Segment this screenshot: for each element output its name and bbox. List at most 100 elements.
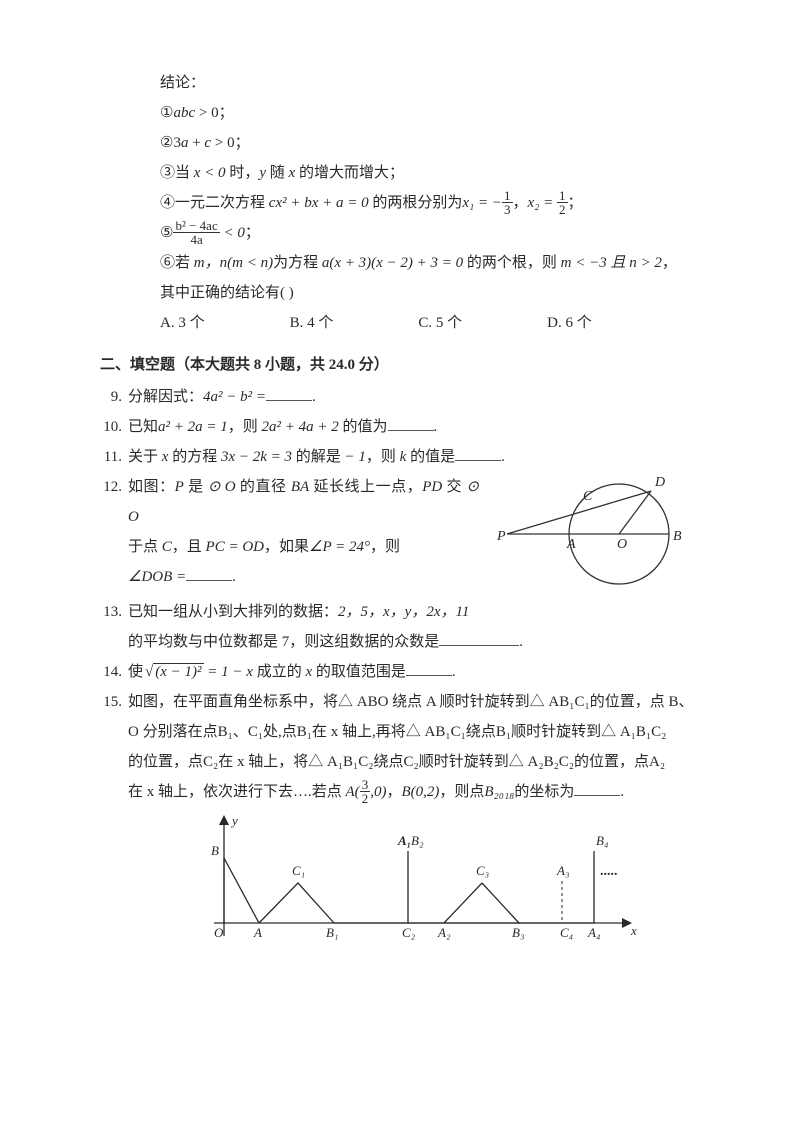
- q13-text: 已知一组从小到大排列的数据：2，5，x，y，2x，11 的平均数与中位数都是 7…: [128, 597, 694, 657]
- svg-text:D: D: [654, 475, 665, 490]
- svg-text:B: B: [673, 529, 682, 544]
- expr: 4a² − b² =: [203, 389, 266, 405]
- op: >: [215, 135, 223, 151]
- q14-text: 使(x − 1)² = 1 − x 成立的 x 的取值范围是.: [128, 657, 694, 687]
- g: 的增大而增大；: [295, 165, 404, 181]
- label: ②: [160, 135, 173, 151]
- blank[interactable]: [266, 387, 312, 402]
- q9-num: 9.: [90, 382, 128, 412]
- op: >: [199, 105, 207, 121]
- q15-num: 15.: [90, 687, 128, 717]
- q13: 13. 已知一组从小到大排列的数据：2，5，x，y，2x，11 的平均数与中位数…: [90, 597, 694, 657]
- svg-text:A: A: [566, 537, 576, 552]
- q8-stmt-3: ③当 x < 0 时，y 随 x 的增大而增大；: [160, 158, 694, 188]
- q10-text: 已知a² + 2a = 1，则 2a² + 4a + 2 的值为.: [128, 412, 694, 442]
- q15-text: 如图，在平面直角坐标系中，将△ ABO 绕点 A 顺时针旋转到△ AB₁C₁的位…: [128, 687, 694, 962]
- rhs: 0: [237, 225, 245, 241]
- q8-block: 结论： ①abc > 0； ②3a + c > 0； ③当 x < 0 时，y …: [100, 68, 694, 338]
- option-a[interactable]: A. 3 个: [160, 308, 205, 338]
- q8-intro: 结论：: [160, 68, 694, 98]
- mn: m，n(m < n): [194, 255, 273, 271]
- q15-diagram-container: .....yxOBAC₁B₁A₁B₂C₂A₂C₃B₃A₃B₄C₄A₄: [128, 811, 694, 962]
- circle-diagram: PAOBCD: [489, 472, 694, 597]
- q10: 10. 已知a² + 2a = 1，则 2a² + 4a + 2 的值为.: [90, 412, 694, 442]
- section-2-header: 二、填空题（本大题共 8 小题，共 24.0 分）: [100, 338, 694, 382]
- frac-1-2: 12: [557, 189, 568, 216]
- a: 一元二次方程: [175, 195, 269, 211]
- c: 时，: [226, 165, 260, 181]
- svg-text:O: O: [617, 537, 627, 552]
- q9-text: 分解因式：4a² − b² =.: [128, 382, 694, 412]
- a: 若: [175, 255, 194, 271]
- svg-text:A₄: A₄: [587, 925, 601, 940]
- tail: ，: [662, 255, 677, 271]
- sqrt: (x − 1)²: [143, 657, 204, 687]
- expr: a: [181, 135, 189, 151]
- e: 随: [266, 165, 289, 181]
- svg-text:C₁: C₁: [292, 863, 305, 878]
- blank[interactable]: [406, 662, 452, 677]
- cond: m < −3 且 n > 2: [561, 255, 662, 271]
- svg-text:C₂: C₂: [402, 925, 416, 940]
- svg-text:B₂: B₂: [411, 833, 424, 848]
- q12-num: 12.: [90, 472, 128, 502]
- svg-text:A₃: A₃: [556, 863, 569, 878]
- q9: 9. 分解因式：4a² − b² =.: [90, 382, 694, 412]
- q8-stmt-4: ④一元二次方程 cx² + bx + a = 0 的两根分别为x₁ = −13，…: [160, 188, 694, 218]
- tail: ；: [235, 135, 250, 151]
- blank[interactable]: [388, 417, 434, 432]
- rhs: 0: [211, 105, 219, 121]
- svg-text:B: B: [211, 843, 219, 858]
- q8-stmt-6: ⑥若 m，n(m < n)为方程 a(x + 3)(x − 2) + 3 = 0…: [160, 248, 694, 278]
- svg-text:.....: .....: [600, 864, 618, 879]
- eq: a(x + 3)(x − 2) + 3 = 0: [322, 255, 463, 271]
- d: y: [259, 165, 266, 181]
- q8-options: A. 3 个 B. 4 个 C. 5 个 D. 6 个: [160, 308, 694, 338]
- option-d[interactable]: D. 6 个: [547, 308, 592, 338]
- svg-text:A: A: [253, 925, 262, 940]
- c: 的两个根，则: [463, 255, 561, 271]
- q11: 11. 关于 x 的方程 3x − 2k = 3 的解是 − 1，则 k 的值是…: [90, 442, 694, 472]
- option-b[interactable]: B. 4 个: [290, 308, 334, 338]
- q12: 12. 如图：P 是 ⊙ O 的直径 BA 延长线上一点，PD 交 ⊙ O 于点…: [90, 472, 694, 597]
- q8-stmt-5: ⑤b² − 4ac4a < 0；: [160, 218, 694, 248]
- tail: ；: [219, 105, 234, 121]
- blank[interactable]: [455, 447, 501, 462]
- blank[interactable]: [439, 632, 519, 647]
- q15: 15. 如图，在平面直角坐标系中，将△ ABO 绕点 A 顺时针旋转到△ AB₁…: [90, 687, 694, 962]
- svg-text:B₄: B₄: [596, 833, 609, 848]
- mid: ，: [513, 195, 528, 211]
- blank[interactable]: [574, 782, 620, 797]
- q11-text: 关于 x 的方程 3x − 2k = 3 的解是 − 1，则 k 的值是.: [128, 442, 694, 472]
- tail: ；: [568, 195, 583, 211]
- q14-num: 14.: [90, 657, 128, 687]
- expr: abc: [173, 105, 195, 121]
- svg-text:O: O: [214, 925, 224, 940]
- svg-text:x: x: [630, 923, 637, 938]
- svg-text:C₃: C₃: [476, 863, 489, 878]
- option-c[interactable]: C. 5 个: [418, 308, 462, 338]
- svg-text:A₁: A₁: [397, 833, 411, 848]
- q10-num: 10.: [90, 412, 128, 442]
- rotation-diagram: .....yxOBAC₁B₁A₁B₂C₂A₂C₃B₃A₃B₄C₄A₄: [184, 811, 639, 951]
- frac-3-2: 32: [360, 778, 371, 805]
- svg-text:B₃: B₃: [512, 925, 524, 940]
- svg-text:B₁: B₁: [326, 925, 338, 940]
- label: ⑤: [160, 225, 173, 241]
- svg-text:y: y: [230, 813, 238, 828]
- page-container: 结论： ①abc > 0； ②3a + c > 0； ③当 x < 0 时，y …: [0, 0, 794, 1022]
- c: c: [204, 135, 211, 151]
- three: 3: [173, 135, 181, 151]
- blank[interactable]: [186, 567, 232, 582]
- frac-1-3: 13: [502, 189, 513, 216]
- b: x < 0: [194, 165, 226, 181]
- q11-num: 11.: [90, 442, 128, 472]
- a: 当: [175, 165, 194, 181]
- q8-stmt-2: ②3a + c > 0；: [160, 128, 694, 158]
- q8-stmt-1: ①abc > 0；: [160, 98, 694, 128]
- b: 的两根分别为: [369, 195, 463, 211]
- q14: 14. 使(x − 1)² = 1 − x 成立的 x 的取值范围是.: [90, 657, 694, 687]
- q8-stmt-6b: 其中正确的结论有( ): [160, 278, 694, 308]
- q12-text: 如图：P 是 ⊙ O 的直径 BA 延长线上一点，PD 交 ⊙ O 于点 C，且…: [128, 472, 694, 597]
- tail: ；: [245, 225, 260, 241]
